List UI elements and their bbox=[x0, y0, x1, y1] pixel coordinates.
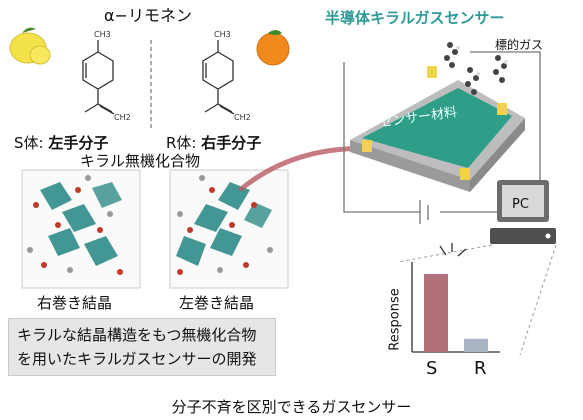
zoom-line-left bbox=[397, 244, 493, 263]
gas-molecule-icon bbox=[444, 42, 508, 95]
caption: 分子不斉を区別できるガスセンサー bbox=[171, 398, 412, 416]
info-box-line-1: キラルな結晶構造をもつ無機化合物 bbox=[17, 326, 257, 344]
sparkle-marks bbox=[439, 243, 467, 257]
crystal-right-structure bbox=[27, 175, 123, 275]
zoom-line-right bbox=[519, 244, 557, 356]
chart-ylabel: Response bbox=[387, 288, 403, 351]
bar-s bbox=[424, 274, 448, 352]
s-ch2-label: CH2 bbox=[114, 113, 131, 122]
pc-label: PC bbox=[512, 197, 529, 212]
limonene-label: α−リモネン bbox=[104, 6, 192, 25]
r-limonene-structure bbox=[202, 40, 235, 115]
r-ch3-label: CH3 bbox=[214, 30, 231, 39]
response-bars bbox=[424, 274, 488, 352]
sensor-device bbox=[350, 66, 525, 192]
sensor-title: 半導体キラルガスセンサー bbox=[325, 9, 505, 27]
crystal-right-label: 右巻き結晶 bbox=[37, 294, 113, 312]
s-ch3-label: CH3 bbox=[94, 30, 111, 39]
s-limonene-structure bbox=[82, 40, 115, 115]
info-box: キラルな結晶構造をもつ無機化合物 を用いたキラルガスセンサーの開発 bbox=[8, 318, 276, 376]
crystal-left-structure bbox=[176, 175, 273, 275]
bar-r bbox=[464, 338, 488, 352]
crystal-left-label: 左巻き結晶 bbox=[179, 294, 255, 312]
r-form-label: R体: 右手分子 bbox=[166, 134, 262, 152]
inorganic-label: キラル無機化合物 bbox=[80, 152, 201, 170]
lemon-icon bbox=[9, 27, 51, 65]
chart-category-r: R bbox=[474, 358, 487, 379]
pc-icon bbox=[490, 180, 556, 244]
orange-icon bbox=[256, 30, 290, 66]
target-gas-label: 標的ガス bbox=[495, 38, 544, 52]
info-box-line-2: を用いたキラルガスセンサーの開発 bbox=[17, 350, 257, 368]
s-form-label: S体: 左手分子 bbox=[14, 134, 109, 152]
chart-category-s: S bbox=[426, 358, 438, 379]
r-ch2-label: CH2 bbox=[234, 113, 251, 122]
